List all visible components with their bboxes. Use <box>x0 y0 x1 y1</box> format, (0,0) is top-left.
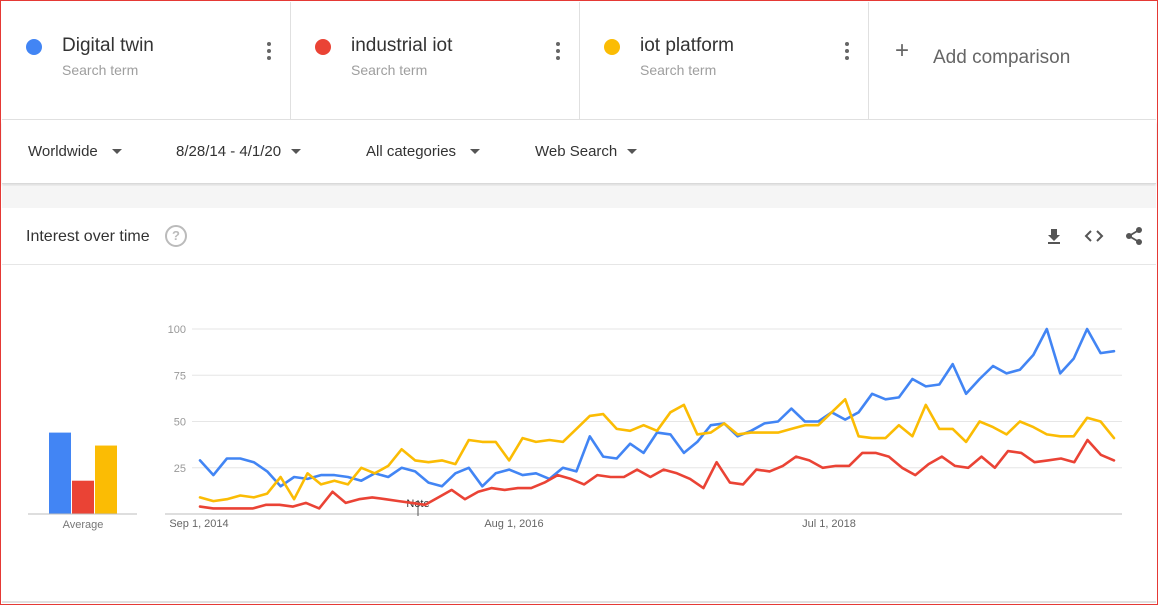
embed-code-icon[interactable] <box>1084 226 1104 246</box>
term-name: Digital twin <box>62 35 154 56</box>
average-bar-iot-platform <box>95 445 117 514</box>
region-dropdown[interactable]: Worldwide <box>28 143 122 160</box>
dropdown-arrow-icon <box>291 149 302 154</box>
average-bar-digital-twin <box>49 432 71 514</box>
search-type-value: Web Search <box>535 143 618 160</box>
card-tools <box>1044 226 1144 246</box>
share-icon[interactable] <box>1124 226 1144 246</box>
dropdown-arrow-icon <box>470 149 481 154</box>
search-type-dropdown[interactable]: Web Search <box>535 143 638 160</box>
more-vert-icon[interactable] <box>844 42 850 62</box>
term-color-dot-blue <box>26 39 42 55</box>
y-tick-label: 75 <box>174 370 186 382</box>
category-value: All categories <box>366 143 457 160</box>
search-terms-bar: Digital twin Search term industrial iot … <box>2 2 1156 120</box>
y-tick-label: 50 <box>174 417 186 429</box>
add-comparison-button[interactable]: + Add comparison <box>869 2 1156 120</box>
series-line-industrial-iot <box>198 438 1116 510</box>
term-color-dot-yellow <box>604 39 620 55</box>
date-range-value: 8/28/14 - 4/1/20 <box>176 143 282 160</box>
dropdown-arrow-icon <box>111 149 122 154</box>
card-title: Interest over time <box>26 228 150 245</box>
term-subtitle: Search term <box>351 62 428 78</box>
average-bar-industrial-iot <box>72 480 94 514</box>
download-icon[interactable] <box>1044 226 1064 246</box>
term-subtitle: Search term <box>62 62 139 78</box>
series-line-digital-twin <box>198 327 1116 488</box>
series-line-iot-platform <box>198 397 1116 503</box>
help-icon[interactable]: ? <box>165 225 187 247</box>
card-header: Interest over time ? <box>2 208 1156 265</box>
y-tick-label: 25 <box>174 463 186 475</box>
card-bottom-border <box>2 601 1156 603</box>
term-name: iot platform <box>640 35 734 56</box>
date-range-dropdown[interactable]: 8/28/14 - 4/1/20 <box>176 143 302 160</box>
search-term-3[interactable]: iot platform Search term <box>580 2 869 120</box>
y-tick-label: 100 <box>168 324 186 336</box>
add-comparison-label: Add comparison <box>933 47 1071 68</box>
x-tick-label: Jul 1, 2018 <box>802 518 856 530</box>
more-vert-icon[interactable] <box>266 42 272 62</box>
plus-icon: + <box>895 37 910 64</box>
more-vert-icon[interactable] <box>555 42 561 62</box>
search-term-2[interactable]: industrial iot Search term <box>291 2 580 120</box>
term-color-dot-red <box>315 39 331 55</box>
average-label: Average <box>63 519 104 531</box>
category-dropdown[interactable]: All categories <box>366 143 481 160</box>
filters-bar: Worldwide 8/28/14 - 4/1/20 All categorie… <box>2 121 1156 184</box>
x-tick-label: Sep 1, 2014 <box>169 518 228 530</box>
section-gap <box>2 186 1156 208</box>
region-value: Worldwide <box>28 143 98 160</box>
x-tick-label: Aug 1, 2016 <box>484 518 543 530</box>
interest-over-time-card: Interest over time ? <box>2 208 1156 603</box>
search-term-1[interactable]: Digital twin Search term <box>2 2 291 120</box>
term-name: industrial iot <box>351 35 453 56</box>
term-subtitle: Search term <box>640 62 717 78</box>
dropdown-arrow-icon <box>627 149 638 154</box>
